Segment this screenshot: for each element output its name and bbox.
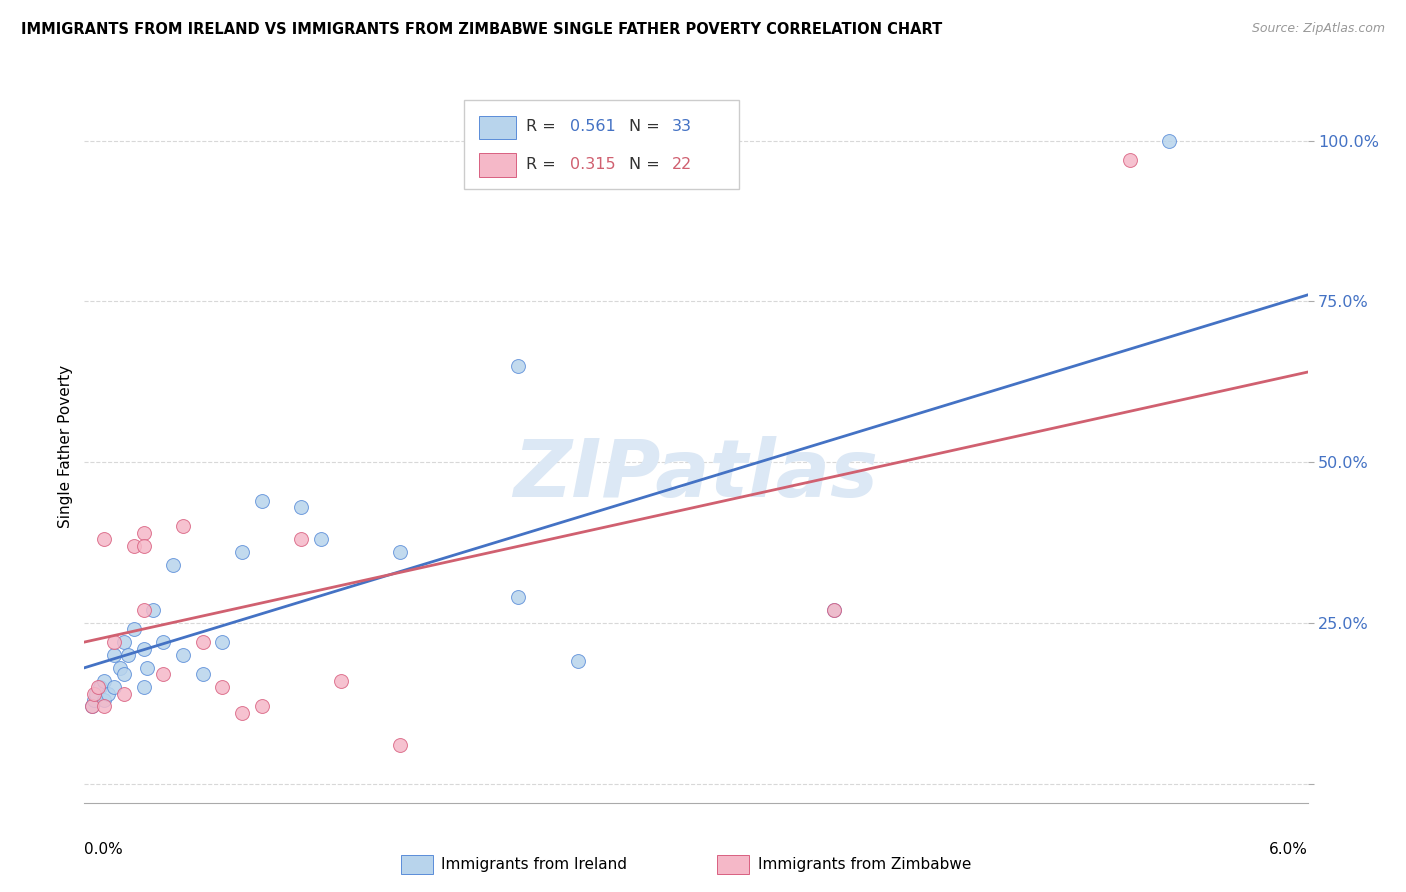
Point	[103, 680, 125, 694]
Text: 0.0%: 0.0%	[84, 842, 124, 857]
Point	[290, 533, 312, 547]
Text: 6.0%: 6.0%	[1268, 842, 1308, 857]
Text: 0.561: 0.561	[569, 119, 616, 134]
Y-axis label: Single Father Poverty: Single Father Poverty	[58, 365, 73, 527]
Point	[89, 680, 111, 694]
Point	[250, 699, 273, 714]
Text: N =: N =	[628, 119, 665, 134]
Point	[136, 661, 159, 675]
Point	[172, 648, 194, 662]
Text: Immigrants from Ireland: Immigrants from Ireland	[441, 857, 627, 871]
Text: N =: N =	[628, 157, 665, 171]
Point	[567, 654, 589, 668]
Point	[823, 603, 845, 617]
Point	[211, 680, 233, 694]
Bar	[479, 116, 516, 139]
Point	[132, 680, 155, 694]
Point	[132, 641, 155, 656]
Point	[823, 603, 845, 617]
Point	[84, 686, 107, 700]
Point	[82, 699, 104, 714]
Point	[152, 635, 174, 649]
Point	[508, 359, 530, 373]
Text: R =: R =	[526, 119, 561, 134]
Point	[1119, 153, 1142, 167]
Point	[231, 706, 253, 720]
Point	[290, 500, 312, 514]
Point	[83, 693, 105, 707]
Point	[329, 673, 352, 688]
Point	[142, 603, 165, 617]
FancyBboxPatch shape	[464, 100, 738, 189]
Point	[103, 635, 125, 649]
Point	[117, 648, 139, 662]
Point	[83, 686, 105, 700]
Point	[112, 686, 135, 700]
Point	[132, 603, 155, 617]
Point	[191, 635, 214, 649]
Point	[87, 680, 110, 694]
Text: 33: 33	[672, 119, 692, 134]
Point	[231, 545, 253, 559]
Text: 22: 22	[672, 157, 692, 171]
Text: R =: R =	[526, 157, 561, 171]
Point	[1159, 134, 1181, 148]
Point	[122, 539, 145, 553]
Text: 0.315: 0.315	[569, 157, 616, 171]
Point	[309, 533, 332, 547]
Point	[82, 699, 104, 714]
Bar	[479, 153, 516, 177]
Point	[162, 558, 184, 572]
Point	[97, 686, 120, 700]
Text: Source: ZipAtlas.com: Source: ZipAtlas.com	[1251, 22, 1385, 36]
Point	[250, 493, 273, 508]
Point	[389, 545, 412, 559]
Point	[191, 667, 214, 681]
Point	[508, 590, 530, 604]
Point	[172, 519, 194, 533]
Point	[132, 525, 155, 540]
Point	[211, 635, 233, 649]
Point	[103, 648, 125, 662]
Point	[93, 673, 115, 688]
Point	[112, 667, 135, 681]
Text: ZIPatlas: ZIPatlas	[513, 435, 879, 514]
Point	[93, 693, 115, 707]
Point	[152, 667, 174, 681]
Text: IMMIGRANTS FROM IRELAND VS IMMIGRANTS FROM ZIMBABWE SINGLE FATHER POVERTY CORREL: IMMIGRANTS FROM IRELAND VS IMMIGRANTS FR…	[21, 22, 942, 37]
Point	[108, 661, 131, 675]
Point	[389, 738, 412, 752]
Point	[112, 635, 135, 649]
Point	[93, 699, 115, 714]
Point	[122, 622, 145, 636]
Point	[93, 533, 115, 547]
Text: Immigrants from Zimbabwe: Immigrants from Zimbabwe	[758, 857, 972, 871]
Point	[132, 539, 155, 553]
